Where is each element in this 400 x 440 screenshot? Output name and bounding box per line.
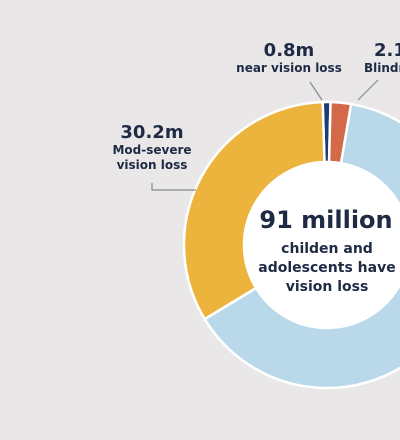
center-title: 91 million xyxy=(259,206,392,234)
donut-slice-3 xyxy=(182,100,326,321)
center-line-2: adolescents have xyxy=(258,260,395,276)
label-blindness-value: 2.1m xyxy=(374,40,400,61)
label-blindness-text: Blindness xyxy=(364,61,400,75)
label-mod-severe-text-1: Mod-severe xyxy=(112,143,191,157)
center-line-3: vision loss xyxy=(286,279,369,295)
leader-line-mod-severe xyxy=(151,183,196,191)
donut-slice-2 xyxy=(202,102,400,390)
leader-line-blindness xyxy=(357,79,379,101)
label-near-vision-text: near vision loss xyxy=(236,61,342,75)
donut-hole xyxy=(245,163,400,327)
center-line-1: childen and xyxy=(281,241,373,257)
label-near-vision-value: 0.8m xyxy=(264,40,315,61)
label-mod-severe-value: 30.2m xyxy=(120,122,183,143)
leader-line-near-vision xyxy=(309,81,323,101)
donut-slices xyxy=(182,100,400,390)
label-mod-severe-text-2: vision loss xyxy=(117,158,188,172)
